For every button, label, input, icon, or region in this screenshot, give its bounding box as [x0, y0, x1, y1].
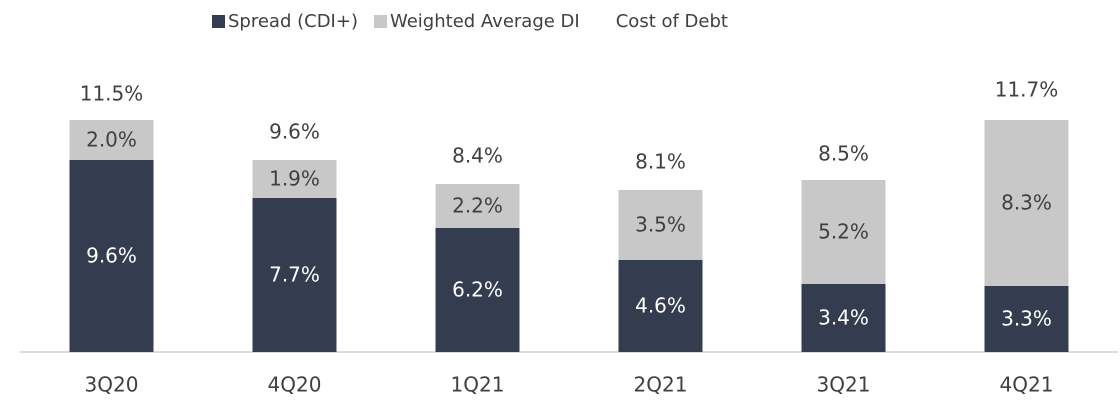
value-label: 1.9%	[269, 167, 320, 191]
bar-segment	[252, 160, 337, 198]
bar-segment	[618, 190, 703, 260]
total-label: 9.6%	[269, 120, 320, 144]
x-tick-label: 2Q21	[634, 373, 688, 397]
bar-segment	[801, 180, 886, 284]
total-label: 11.7%	[995, 78, 1059, 102]
bar-segment	[618, 260, 703, 352]
legend-label: Cost of Debt	[616, 11, 728, 32]
x-tick-label: 3Q21	[817, 373, 871, 397]
bar-segment	[435, 184, 520, 228]
bar-segment	[435, 228, 520, 352]
value-label: 9.6%	[86, 244, 137, 268]
legend-marker	[373, 15, 387, 28]
total-label: 11.5%	[80, 82, 144, 106]
bar-segment	[801, 284, 886, 352]
value-label: 3.3%	[1001, 307, 1052, 331]
value-label: 6.2%	[452, 278, 503, 302]
bar-segment	[252, 198, 337, 352]
value-label: 3.5%	[635, 213, 686, 237]
legend-label: Weighted Average DI	[390, 11, 580, 32]
value-label: 8.3%	[1001, 191, 1052, 215]
total-label: 8.5%	[818, 142, 869, 166]
x-tick-label: 1Q21	[451, 373, 505, 397]
value-label: 2.0%	[86, 128, 137, 152]
bar-segment	[984, 286, 1069, 352]
x-tick-label: 4Q21	[1000, 373, 1054, 397]
bar-segment	[69, 160, 154, 352]
value-label: 2.2%	[452, 194, 503, 218]
bar-segment	[984, 120, 1069, 286]
value-label: 3.4%	[818, 306, 869, 330]
total-label: 8.1%	[635, 150, 686, 174]
value-label: 7.7%	[269, 263, 320, 287]
value-label: 5.2%	[818, 220, 869, 244]
x-tick-label: 4Q20	[268, 373, 322, 397]
total-label: 8.4%	[452, 144, 503, 168]
value-label: 4.6%	[635, 294, 686, 318]
bar-segment	[69, 120, 154, 160]
x-tick-label: 3Q20	[85, 373, 139, 397]
legend-marker	[212, 15, 225, 28]
legend-label: Spread (CDI+)	[228, 11, 358, 32]
